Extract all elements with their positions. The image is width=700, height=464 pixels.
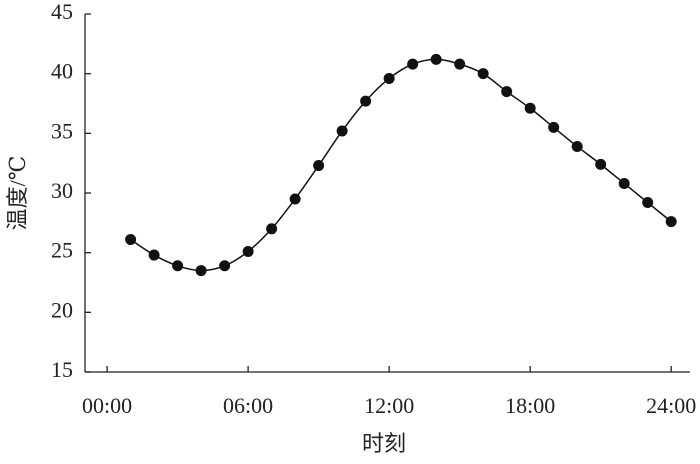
- y-tick-label: 20: [51, 297, 73, 322]
- x-tick-label: 06:00: [223, 393, 273, 418]
- marker: [383, 72, 395, 84]
- marker: [219, 260, 231, 272]
- marker: [289, 193, 301, 205]
- marker: [266, 223, 278, 235]
- marker: [195, 265, 207, 277]
- x-axis-label: 时刻: [362, 431, 406, 456]
- y-tick-label: 45: [51, 0, 73, 24]
- marker: [477, 68, 489, 80]
- marker: [595, 158, 607, 170]
- marker: [430, 53, 442, 65]
- y-tick-label: 30: [51, 178, 73, 203]
- marker: [336, 125, 348, 137]
- y-tick-label: 40: [51, 59, 73, 84]
- marker: [407, 58, 419, 70]
- marker: [665, 216, 677, 228]
- x-tick-label: 18:00: [505, 393, 555, 418]
- marker: [242, 245, 254, 257]
- line: [130, 58, 672, 272]
- marker: [313, 160, 325, 172]
- marker: [360, 95, 372, 107]
- x-tick-label: 12:00: [364, 393, 414, 418]
- marker: [501, 86, 513, 98]
- marker: [571, 140, 583, 152]
- marker: [125, 234, 137, 246]
- marker: [618, 177, 630, 189]
- x-tick-label: 24:00: [646, 393, 696, 418]
- marker: [172, 260, 184, 272]
- marker: [548, 121, 560, 133]
- marker: [642, 197, 654, 209]
- y-tick-label: 25: [51, 238, 73, 263]
- y-tick-label: 15: [51, 357, 73, 382]
- marker: [148, 249, 160, 261]
- marker: [454, 58, 466, 70]
- y-tick-label: 35: [51, 118, 73, 143]
- marker: [524, 102, 536, 114]
- y-axis-label: 温度/℃: [5, 156, 30, 231]
- x-tick-label: 00:00: [82, 393, 132, 418]
